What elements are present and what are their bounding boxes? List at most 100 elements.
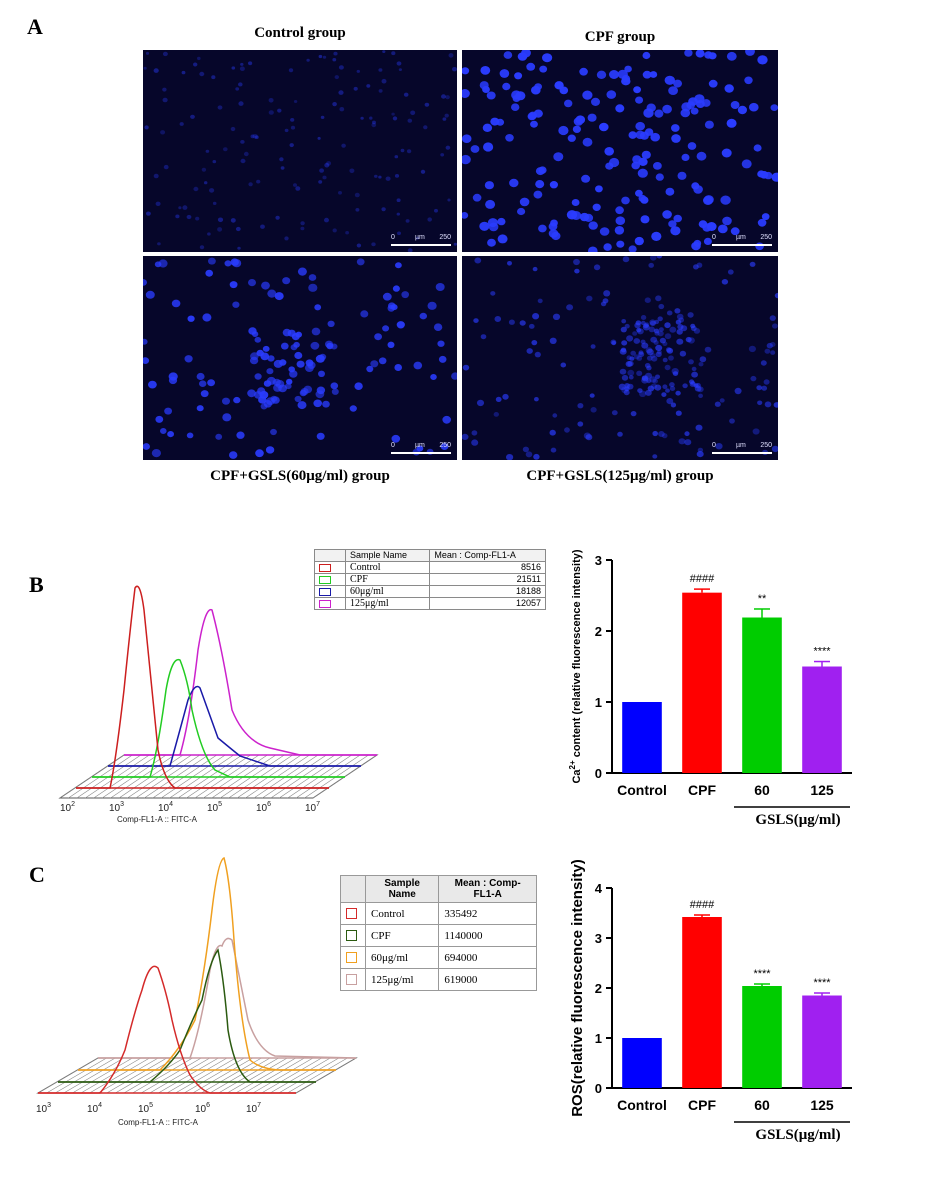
nucleus — [314, 304, 322, 311]
nucleus — [655, 374, 660, 380]
scale-bar: 0 µm 250 — [391, 442, 451, 454]
nucleus — [419, 312, 427, 320]
nucleus — [332, 228, 337, 233]
nucleus — [281, 342, 289, 350]
nucleus — [508, 319, 515, 325]
nucleus — [704, 120, 714, 129]
nucleus — [529, 323, 535, 329]
nucleus — [753, 144, 762, 152]
nucleus — [677, 171, 687, 180]
nucleus — [212, 201, 217, 205]
nucleus — [434, 208, 438, 213]
nucleus — [662, 384, 668, 389]
legend-row: CPF 1140000 — [340, 924, 537, 947]
nucleus — [374, 333, 382, 341]
nucleus — [646, 355, 653, 361]
nucleus — [332, 58, 337, 62]
nucleus — [549, 337, 557, 344]
nucleus — [300, 226, 305, 231]
nucleus — [560, 362, 567, 368]
nucleus — [526, 62, 536, 71]
nucleus — [295, 186, 301, 191]
nucleus — [445, 145, 451, 150]
nucleus — [480, 334, 487, 340]
nucleus — [661, 392, 667, 397]
nucleus — [652, 430, 658, 437]
nucleus — [624, 323, 630, 329]
nucleus — [633, 354, 640, 360]
legend-header-mean: Mean : Comp-FL1-A — [429, 549, 546, 562]
nucleus — [473, 318, 479, 323]
nucleus — [629, 356, 635, 361]
bar-cpf — [682, 592, 722, 773]
nucleus — [592, 203, 601, 211]
nucleus — [248, 61, 253, 66]
nucleus — [741, 159, 752, 169]
nucleus — [217, 105, 223, 110]
nucleus — [593, 264, 601, 271]
nucleus — [531, 340, 538, 346]
tick-label: 105 — [138, 1102, 153, 1115]
nucleus — [641, 375, 647, 381]
nucleus — [708, 79, 718, 88]
nucleus — [588, 221, 598, 230]
nucleus — [744, 76, 753, 85]
nucleus — [642, 324, 650, 331]
nucleus — [331, 388, 339, 395]
nucleus — [487, 218, 498, 228]
legend-table-c: Sample Name Mean : Comp-FL1-A Control 3354… — [340, 875, 537, 991]
nucleus — [631, 161, 640, 170]
nucleus — [684, 431, 690, 437]
bar-125 — [802, 995, 842, 1088]
nucleus — [209, 188, 215, 193]
nucleus — [275, 215, 280, 220]
nucleus — [650, 353, 656, 358]
nucleus — [265, 446, 275, 454]
legend-row: Control 335492 — [340, 902, 537, 925]
nucleus — [749, 102, 759, 112]
nucleus — [734, 387, 742, 395]
tick-label: 106 — [256, 801, 271, 814]
nucleus — [650, 336, 658, 343]
nucleus — [684, 439, 692, 446]
legend-header-mean: Mean : Comp-FL1-A — [438, 875, 537, 903]
nucleus — [273, 383, 282, 392]
nucleus — [360, 310, 369, 318]
nucleus — [646, 348, 654, 356]
nucleus — [699, 356, 707, 363]
nucleus — [490, 291, 496, 296]
nucleus — [638, 350, 644, 355]
nucleus — [691, 241, 701, 251]
nucleus — [603, 290, 611, 297]
nucleus — [311, 327, 321, 336]
nucleus — [247, 389, 256, 398]
nucleus — [260, 403, 268, 410]
nucleus — [155, 415, 164, 423]
nucleus — [453, 242, 457, 246]
nucleus — [721, 279, 729, 285]
nucleus — [208, 257, 216, 265]
nucleus — [654, 331, 660, 336]
micrograph-cpf: 0 µm 250 — [462, 50, 778, 252]
nucleus — [671, 134, 681, 143]
nucleus — [678, 438, 686, 445]
nucleus — [698, 393, 703, 398]
significance-label: **** — [813, 977, 831, 989]
nucleus — [155, 201, 161, 206]
nucleus — [193, 186, 199, 192]
nucleus — [726, 51, 737, 61]
nucleus — [239, 66, 245, 71]
nucleus — [656, 256, 663, 259]
nucleus — [722, 216, 732, 226]
nucleus — [519, 320, 526, 326]
nucleus — [305, 359, 314, 367]
nucleus — [650, 132, 660, 142]
nucleus — [332, 102, 337, 107]
nucleus — [474, 257, 482, 264]
nucleus — [538, 166, 547, 174]
nucleus — [750, 375, 757, 382]
nucleus — [628, 245, 637, 252]
nucleus — [509, 178, 519, 188]
nucleus — [528, 111, 538, 120]
nucleus — [162, 51, 168, 57]
